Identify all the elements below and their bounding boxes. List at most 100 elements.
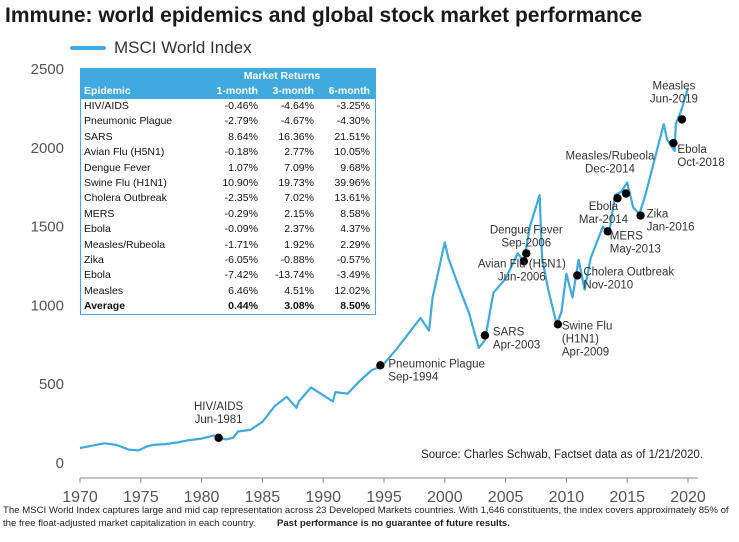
event-annotation: Measles/Rubeola Dec-2014: [566, 151, 655, 176]
market-returns-table: Market Returns Epidemic 1-month 3-month …: [80, 68, 376, 316]
annotation-line: MERS: [610, 230, 644, 242]
event-annotation: Zika Jan-2016: [647, 209, 695, 234]
annotation-line: SARS: [493, 326, 525, 338]
return-value: 16.36%: [278, 130, 314, 143]
annotation-line: Apr-2009: [562, 346, 609, 358]
chart-title: Immune: world epidemics and global stock…: [5, 4, 643, 27]
annotation-line: Dengue Fever: [490, 224, 563, 236]
epidemic-name: HIV/AIDS: [84, 100, 129, 112]
average-1-month: 0.44%: [228, 300, 258, 313]
return-value: -0.18%: [224, 146, 258, 159]
x-tick-label: 1975: [123, 489, 159, 506]
epidemic-name: Measles: [84, 284, 124, 297]
annotation-line: Measles: [653, 80, 696, 92]
footnote: The MSCI World Index captures large and …: [3, 505, 736, 530]
return-value: 2.77%: [284, 146, 314, 159]
column-header-6-month: 6-month: [328, 85, 370, 97]
annotation-line: Sep-1994: [388, 371, 438, 383]
table-row: Ebola -7.42% -13.74% -3.49%: [81, 268, 375, 283]
return-value: 4.37%: [340, 223, 370, 236]
return-value: -3.49%: [336, 269, 370, 282]
return-value: 8.58%: [340, 207, 370, 220]
epidemic-name: Dengue Fever: [84, 161, 151, 174]
footnote-disclaimer: Past performance is no guarantee of futu…: [276, 517, 510, 529]
event-marker: [553, 320, 563, 329]
return-value: 7.09%: [284, 161, 314, 174]
footnote-text: The MSCI World Index captures large and …: [3, 505, 729, 529]
event-annotation: Cholera Outbreak Nov-2010: [583, 266, 674, 291]
epidemic-name: Ebola: [84, 223, 111, 236]
x-tick-label: 2000: [427, 489, 463, 506]
event-marker: [480, 331, 490, 340]
event-marker: [214, 433, 223, 442]
return-value: -2.79%: [224, 115, 258, 128]
annotation-line: Zika: [647, 209, 669, 221]
event-marker: [613, 194, 622, 203]
return-value: 4.51%: [284, 284, 314, 297]
return-value: 21.51%: [334, 130, 370, 143]
return-value: 7.02%: [284, 192, 314, 205]
event-annotation: HIV/AIDS Jun-1981: [194, 401, 244, 426]
annotation-line: Mar-2014: [579, 214, 629, 226]
return-value: -3.25%: [336, 100, 370, 112]
y-tick-label: 500: [39, 376, 64, 393]
annotation-line: Oct-2018: [677, 157, 724, 169]
table-group-header: Market Returns: [81, 69, 375, 84]
event-marker: [522, 249, 531, 258]
table-row: Measles 6.46% 4.51% 12.02%: [81, 284, 375, 299]
epidemic-name: Avian Flu (H5N1): [84, 146, 165, 159]
table-row: MERS -0.29% 2.15% 8.58%: [81, 207, 375, 222]
event-annotation: MERS May-2013: [610, 230, 661, 255]
epidemic-name: Cholera Outbreak: [84, 192, 167, 205]
event-marker: [621, 189, 631, 198]
return-value: 6.46%: [228, 284, 258, 297]
event-annotation: Avian Flu (H5N1) Jun-2006: [478, 258, 566, 283]
annotation-line: Nov-2010: [583, 279, 633, 291]
epidemic-name: Zika: [84, 253, 104, 266]
table-body: HIV/AIDS -0.46% -4.64% -3.25% Pneumonic Plag…: [81, 99, 375, 299]
return-value: 13.61%: [334, 192, 370, 205]
event-marker: [519, 257, 529, 266]
average-label: Average: [84, 300, 126, 313]
event-marker: [677, 115, 687, 124]
event-annotation: Dengue Fever Sep-2006: [490, 224, 563, 249]
table-row: Zika -6.05% -0.88% -0.57%: [81, 253, 375, 268]
y-tick-label: 1000: [31, 297, 64, 314]
annotation-group: HIV/AIDS Jun-1981 Pneumonic Plague Sep-1994…: [194, 80, 725, 425]
event-annotation: Ebola Oct-2018: [677, 144, 724, 169]
average-3-month: 3.08%: [284, 300, 314, 313]
return-value: -0.88%: [280, 253, 314, 266]
column-header-1-month: 1-month: [216, 85, 258, 97]
event-marker: [603, 227, 612, 236]
x-tick-label: 1985: [245, 489, 281, 506]
event-annotation: Ebola Mar-2014: [579, 201, 629, 226]
x-tick-label: 1990: [305, 489, 341, 506]
table-row: Cholera Outbreak -2.35% 7.02% 13.61%: [81, 191, 375, 206]
return-value: -4.64%: [280, 100, 314, 112]
epidemic-name: Pneumonic Plague: [84, 115, 173, 128]
return-value: -0.29%: [224, 207, 258, 220]
column-header-epidemic: Epidemic: [84, 85, 131, 97]
table-row: Measles/Rubeola -1.71% 1.92% 2.29%: [81, 238, 375, 253]
x-tick-label: 1995: [366, 489, 402, 506]
return-value: 1.07%: [228, 161, 258, 174]
return-value: 19.73%: [278, 176, 314, 189]
annotation-line: Ebola: [589, 201, 619, 213]
marker-group: [214, 115, 687, 442]
x-tick-label: 1970: [62, 489, 98, 506]
x-tick-label: 2015: [609, 489, 645, 506]
table-row: HIV/AIDS -0.46% -4.64% -3.25%: [81, 99, 375, 114]
return-value: 8.64%: [228, 130, 258, 143]
event-annotation: Measles Jun-2019: [650, 80, 698, 105]
annotation-line: Cholera Outbreak: [583, 266, 674, 278]
y-tick-label: 1500: [31, 219, 64, 236]
annotation-line: Jun-1981: [195, 414, 243, 426]
table-row: Dengue Fever 1.07% 7.09% 9.68%: [81, 161, 375, 176]
annotation-line: Avian Flu (H5N1): [478, 258, 566, 270]
x-axis: 1970 1975 1980 1985 1990 1995 2000 2005 2010 2015…: [62, 477, 706, 506]
return-value: -1.71%: [224, 238, 258, 251]
y-tick-label: 0: [56, 455, 64, 472]
annotation-line: (H1N1): [562, 333, 599, 345]
event-marker: [636, 211, 645, 220]
epidemic-name: Measles/Rubeola: [84, 238, 166, 251]
